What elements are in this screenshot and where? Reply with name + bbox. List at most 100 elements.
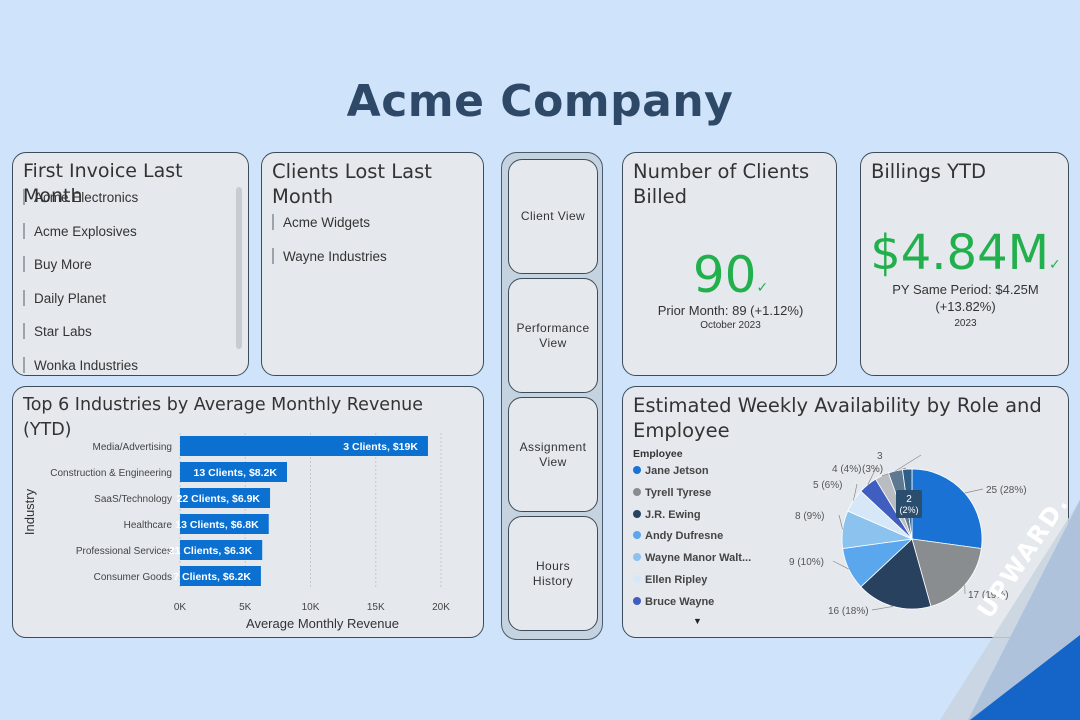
legend-label: Bruce Wayne (645, 595, 715, 608)
caret-down-icon[interactable]: ▼ (693, 616, 702, 626)
y-axis-label: Industry (22, 488, 37, 535)
clients-lost-list: Acme Widgets Wayne Industries (272, 213, 387, 280)
bar-data-label: 7 Clients, $6.2K (173, 571, 251, 583)
legend-item[interactable]: Andy Dufresne (633, 530, 723, 542)
billings-number: $4.84M (870, 225, 1050, 281)
category-label: SaaS/Technology (94, 494, 172, 505)
list-item[interactable]: Star Labs (23, 322, 138, 356)
billings-period: 2023 (954, 318, 977, 329)
category-label: Professional Services (76, 546, 172, 557)
client-view-button[interactable]: Client View (508, 159, 598, 274)
list-item[interactable]: Acme Widgets (272, 213, 387, 247)
legend-swatch (633, 509, 641, 518)
industries-title: Top 6 Industries by Average Monthly Reve… (23, 395, 424, 440)
slice-label: 2 (906, 494, 912, 505)
legend-label: J.R. Ewing (645, 508, 701, 521)
hours-history-button[interactable]: Hours History (508, 516, 598, 631)
leader-line (853, 483, 858, 501)
category-label: Media/Advertising (93, 442, 172, 453)
first-invoice-card: First Invoice Last Month Acme Electronic… (12, 152, 249, 376)
x-axis-label: Average Monthly Revenue (246, 616, 399, 631)
billings-prior-line1: PY Same Period: $4.25M (892, 282, 1039, 297)
slice-label: (3%) (862, 464, 883, 475)
bar (180, 540, 263, 560)
legend-item[interactable]: J.R. Ewing (633, 509, 701, 521)
bar-data-label: 3 Clients, $19K (343, 441, 418, 453)
bar (180, 566, 261, 586)
scrollbar[interactable] (236, 187, 242, 349)
legend-label: Ellen Ripley (645, 574, 708, 586)
bar (180, 514, 269, 534)
legend-item[interactable]: Bruce Wayne (633, 596, 714, 608)
clients-billed-number: 90 (692, 246, 757, 304)
leader-line (832, 560, 849, 570)
legend-item[interactable]: Ellen Ripley (633, 574, 707, 586)
industries-card: Top 6 Industries by Average Monthly Reve… (12, 386, 484, 638)
slice-label: 16 (18%) (828, 606, 869, 617)
list-item[interactable]: Acme Electronics (23, 188, 138, 222)
leader-line (838, 514, 843, 530)
clients-billed-prior: Prior Month: 89 (+1.12%) (657, 303, 804, 318)
legend-swatch (633, 531, 641, 540)
legend-swatch (633, 466, 641, 474)
availability-pie-chart: 25 (28%) 17 (19%) 16 (18%) 9 (10%) 8 (9%) 5 (… (789, 451, 1027, 617)
bar-data-label: 21 Clients, $6.3K (169, 545, 253, 557)
availability-title: Estimated Weekly Availability by Role an… (633, 394, 1042, 442)
legend-label: Jane Jetson (645, 465, 709, 477)
legend-label: Andy Dufresne (645, 530, 724, 543)
x-tick-label: 10K (302, 602, 320, 613)
slice-label: 25 (28%) (986, 485, 1027, 496)
billings-value: $4.84M✓ (861, 225, 1068, 293)
assignment-view-button[interactable]: Assignment View (508, 397, 598, 512)
category-label: Consumer Goods (94, 572, 172, 583)
clients-lost-title: Clients Lost Last Month (272, 160, 432, 208)
clients-lost-card: Clients Lost Last Month Acme Widgets Wayn… (261, 152, 484, 376)
list-item[interactable]: Wonka Industries (23, 356, 138, 376)
checkmark-icon: ✓ (1049, 257, 1061, 273)
legend-swatch (633, 553, 641, 562)
performance-view-label: Performance View (516, 320, 590, 350)
list-item[interactable]: Buy More (23, 255, 138, 289)
hours-history-label: Hours History (532, 558, 574, 588)
assignment-view-label: Assignment View (519, 439, 587, 469)
leader-line (964, 488, 984, 494)
availability-card: Estimated Weekly Availability by Role an… (622, 386, 1069, 638)
pie-slice (860, 538, 932, 610)
slice-highlight-box (896, 490, 922, 518)
legend-item[interactable]: Jane Jetson (633, 465, 709, 477)
slice-label: 4 (4%) (832, 464, 861, 475)
leader-line (895, 454, 922, 472)
slice-label: 9 (10%) (789, 557, 824, 568)
legend-swatch (633, 596, 641, 605)
x-tick-label: 20K (432, 602, 450, 613)
legend-item[interactable]: Tyrell Tyrese (633, 487, 711, 499)
billings-card: Billings YTD $4.84M✓ PY Same Period: $4.… (860, 152, 1069, 376)
list-item[interactable]: Wayne Industries (272, 247, 387, 281)
client-view-label: Client View (520, 209, 586, 223)
legend-item[interactable]: Wayne Manor Walt... (633, 552, 751, 564)
bar-data-label: 13 Clients, $6.8K (175, 519, 259, 531)
performance-view-button[interactable]: Performance View (508, 278, 598, 393)
clients-billed-value: 90✓ (623, 246, 836, 316)
slice-label: (2%) (899, 505, 918, 515)
billings-prior-line2: (+13.82%) (935, 299, 996, 314)
slice-label: 8 (9%) (795, 511, 824, 522)
checkmark-icon: ✓ (756, 280, 769, 296)
first-invoice-title: First Invoice Last Month (23, 160, 183, 207)
legend-swatch (633, 487, 641, 496)
slice-label: 17 (19%) (968, 590, 1009, 601)
leader-line (867, 467, 877, 485)
list-item[interactable]: Acme Explosives (23, 222, 138, 256)
bar-data-label: 13 Clients, $8.2K (194, 467, 278, 479)
clients-billed-title: Number of Clients Billed (633, 160, 810, 208)
x-tick-label: 15K (367, 602, 385, 613)
legend-label: Wayne Manor Walt... (645, 552, 752, 565)
bar (180, 462, 288, 482)
category-label: Healthcare (124, 520, 173, 531)
slice-label: 3 (877, 451, 883, 462)
legend-title: Employee (633, 448, 683, 460)
bar-data-label: 22 Clients, $6.9K (177, 493, 261, 505)
category-label: Construction & Engineering (50, 468, 172, 479)
list-item[interactable]: Daily Planet (23, 289, 138, 323)
bar (180, 488, 271, 508)
